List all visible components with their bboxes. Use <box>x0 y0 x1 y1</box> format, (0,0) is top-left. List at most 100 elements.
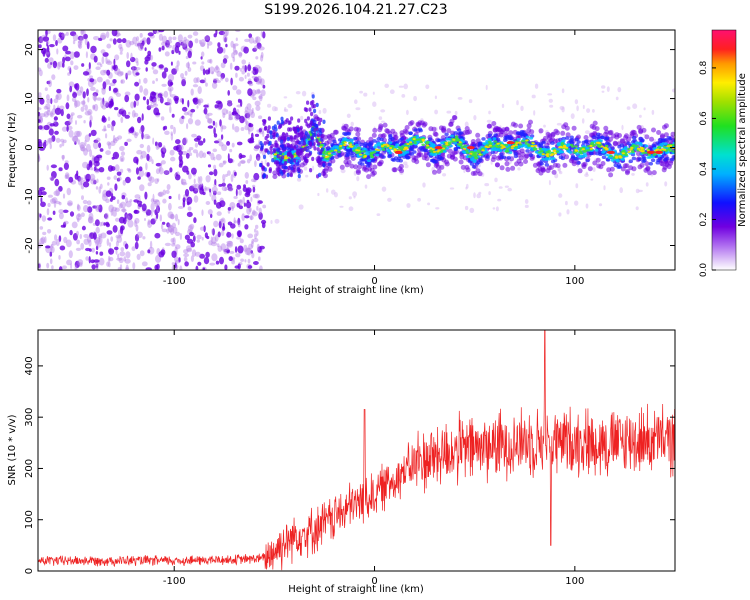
noise-blob <box>146 172 151 177</box>
noise-blob <box>197 261 202 266</box>
noise-blob <box>58 201 62 206</box>
signal-band-blob <box>329 154 333 157</box>
signal-band-blob <box>429 144 434 148</box>
onset-blob <box>266 162 270 167</box>
signal-band-blob <box>545 168 551 174</box>
noise-blob <box>178 150 183 156</box>
haze-blob <box>346 113 351 119</box>
noise-blob <box>95 137 101 142</box>
signal-band-blob <box>532 147 537 150</box>
noise-blob <box>70 114 74 120</box>
noise-blob <box>133 112 139 118</box>
noise-blob <box>61 154 65 160</box>
noise-blob <box>111 206 118 212</box>
signal-band-blob <box>564 154 570 160</box>
noise-blob <box>220 72 226 79</box>
haze-blob <box>274 218 280 224</box>
noise-blob <box>125 214 129 219</box>
signal-band-blob <box>547 150 552 153</box>
noise-blob <box>213 133 218 138</box>
noise-blob <box>58 212 64 220</box>
onset-blob <box>279 123 283 129</box>
noise-blob <box>119 264 123 270</box>
noise-blob <box>248 36 255 44</box>
noise-blob <box>116 257 123 261</box>
signal-band-blob <box>594 148 599 152</box>
noise-blob <box>175 65 179 72</box>
signal-band-blob <box>665 148 669 151</box>
noise-blob <box>254 64 261 70</box>
signal-band-blob <box>368 136 374 142</box>
snr-y-axis-label: SNR (10 * v/v) <box>7 414 18 485</box>
noise-blob <box>203 257 210 265</box>
noise-blob <box>114 54 120 61</box>
noise-blob <box>237 98 241 103</box>
signal-band-blob <box>564 125 570 131</box>
heatmap-plot-frame <box>37 29 676 271</box>
signal-band-blob <box>627 151 631 153</box>
signal-band-blob <box>626 141 631 146</box>
noise-blob <box>235 72 238 78</box>
haze-blob <box>548 180 551 186</box>
signal-band-blob <box>589 151 594 156</box>
noise-blob <box>246 206 252 215</box>
signal-band-blob <box>581 140 586 145</box>
signal-band-blob <box>348 126 354 132</box>
noise-blob <box>114 246 119 251</box>
signal-band-blob <box>437 155 443 160</box>
onset-blob <box>276 120 280 125</box>
noise-blob <box>70 263 73 270</box>
noise-blob <box>138 203 143 208</box>
noise-blob <box>161 83 167 87</box>
noise-blob <box>77 259 84 266</box>
haze-blob <box>488 191 491 196</box>
noise-blob <box>101 87 106 95</box>
noise-blob <box>160 223 164 230</box>
signal-band-blob <box>566 143 571 147</box>
noise-blob <box>117 71 123 77</box>
noise-blob <box>123 217 127 225</box>
onset-blob <box>286 172 290 178</box>
noise-blob <box>170 214 175 220</box>
noise-blob <box>158 167 164 175</box>
signal-band-blob <box>439 164 445 170</box>
noise-blob <box>106 176 111 180</box>
noise-blob <box>177 218 180 226</box>
noise-blob <box>108 242 112 248</box>
noise-blob <box>64 172 70 179</box>
noise-blob <box>170 81 174 86</box>
signal-band-blob <box>395 143 400 147</box>
signal-band-blob <box>436 150 440 153</box>
noise-blob <box>204 187 211 191</box>
noise-blob <box>187 61 190 69</box>
signal-band-blob <box>362 150 366 153</box>
noise-blob <box>197 86 202 95</box>
noise-blob <box>170 133 174 141</box>
noise-blob <box>100 32 107 40</box>
noise-blob <box>159 214 162 222</box>
signal-band-blob <box>404 129 410 135</box>
onset-blob <box>315 138 319 143</box>
noise-blob <box>251 132 254 139</box>
noise-blob <box>42 36 50 42</box>
signal-band-blob <box>492 127 498 133</box>
noise-blob <box>229 62 233 70</box>
signal-band-blob <box>656 158 661 162</box>
noise-blob <box>244 247 251 256</box>
noise-blob <box>128 127 135 134</box>
snr-y-tick-label: 0 <box>24 568 35 574</box>
onset-blob <box>293 145 297 150</box>
noise-blob <box>105 198 110 203</box>
noise-blob <box>55 200 61 205</box>
noise-blob <box>245 121 249 126</box>
signal-band-blob <box>493 140 498 143</box>
noise-blob <box>161 35 168 44</box>
haze-blob <box>601 85 606 89</box>
haze-blob <box>575 183 579 189</box>
signal-band-blob <box>529 129 535 135</box>
noise-blob <box>67 72 71 76</box>
noise-blob <box>87 109 93 116</box>
noise-blob <box>192 235 196 243</box>
noise-blob <box>161 71 167 79</box>
noise-blob <box>107 142 112 150</box>
